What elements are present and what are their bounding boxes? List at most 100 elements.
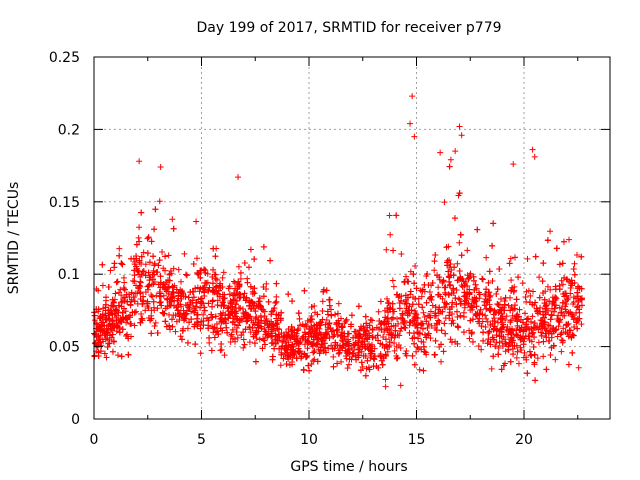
data-point [215, 287, 222, 294]
data-point [574, 317, 581, 324]
data-point [558, 330, 565, 337]
data-point [442, 284, 449, 291]
data-point [400, 319, 407, 326]
data-point [283, 361, 290, 368]
data-point [522, 310, 529, 317]
data-point [179, 336, 186, 343]
data-point [301, 287, 308, 294]
y-axis-title: SRMTID / TECUs [6, 182, 22, 295]
data-point [277, 317, 284, 324]
data-point [166, 271, 173, 278]
data-point [544, 283, 551, 290]
data-point [458, 132, 465, 139]
data-point [442, 330, 449, 337]
data-point [208, 311, 215, 318]
data-point [558, 277, 565, 284]
data-point [544, 237, 551, 244]
data-point [103, 316, 110, 323]
data-point [103, 354, 110, 361]
data-point [367, 316, 374, 323]
data-point [95, 287, 102, 294]
data-point [460, 313, 467, 320]
data-point [288, 323, 295, 330]
data-point [387, 231, 394, 238]
data-point [142, 272, 149, 279]
data-point [486, 301, 493, 308]
data-point [528, 338, 535, 345]
data-point [240, 336, 247, 343]
data-point [193, 299, 200, 306]
data-point [576, 306, 583, 313]
data-point [107, 267, 114, 274]
data-point [364, 335, 371, 342]
data-point [532, 299, 539, 306]
data-point [403, 273, 410, 280]
data-point [302, 354, 309, 361]
data-point [336, 349, 343, 356]
data-point [411, 317, 418, 324]
data-point [124, 331, 131, 338]
data-point [264, 322, 271, 329]
data-point [557, 331, 564, 338]
data-point [371, 356, 378, 363]
data-point [208, 347, 215, 354]
data-point [200, 311, 207, 318]
data-point [495, 301, 502, 308]
data-point [439, 295, 446, 302]
data-point [328, 312, 335, 319]
data-point [99, 328, 106, 335]
data-point [252, 308, 259, 315]
data-point [563, 301, 570, 308]
data-point [212, 253, 219, 260]
data-point [168, 298, 175, 305]
data-point [547, 228, 554, 235]
data-point [384, 305, 391, 312]
data-point [539, 290, 546, 297]
data-point [322, 349, 329, 356]
data-point [310, 333, 317, 340]
data-point [326, 296, 333, 303]
data-point [119, 298, 126, 305]
x-tick-label: 20 [515, 432, 533, 448]
data-point [136, 224, 143, 231]
data-point [244, 312, 251, 319]
data-point [524, 370, 531, 377]
data-point [448, 290, 455, 297]
data-point [326, 334, 333, 341]
data-point [322, 329, 329, 336]
data-point [485, 279, 492, 286]
data-point [475, 318, 482, 325]
data-point [507, 255, 514, 262]
data-point [219, 299, 226, 306]
data-point [473, 295, 480, 302]
data-point [528, 352, 535, 359]
data-point [187, 299, 194, 306]
data-point [333, 327, 340, 334]
data-point [101, 322, 108, 329]
data-point [178, 278, 185, 285]
data-point [285, 332, 292, 339]
data-point [494, 300, 501, 307]
data-point [559, 337, 566, 344]
data-point [399, 310, 406, 317]
data-point [273, 293, 280, 300]
data-point [249, 299, 256, 306]
data-point [340, 342, 347, 349]
data-point [548, 312, 555, 319]
data-point [466, 335, 473, 342]
data-point [201, 266, 208, 273]
data-point [205, 325, 212, 332]
data-point [116, 245, 123, 252]
data-point [366, 366, 373, 373]
data-point [342, 318, 349, 325]
data-point [169, 216, 176, 223]
data-point [318, 341, 325, 348]
data-point [225, 304, 232, 311]
data-point [420, 367, 427, 374]
data-point [260, 243, 267, 250]
data-point [304, 317, 311, 324]
data-point [411, 361, 418, 368]
data-point [452, 295, 459, 302]
data-point [441, 284, 448, 291]
data-point [221, 302, 228, 309]
